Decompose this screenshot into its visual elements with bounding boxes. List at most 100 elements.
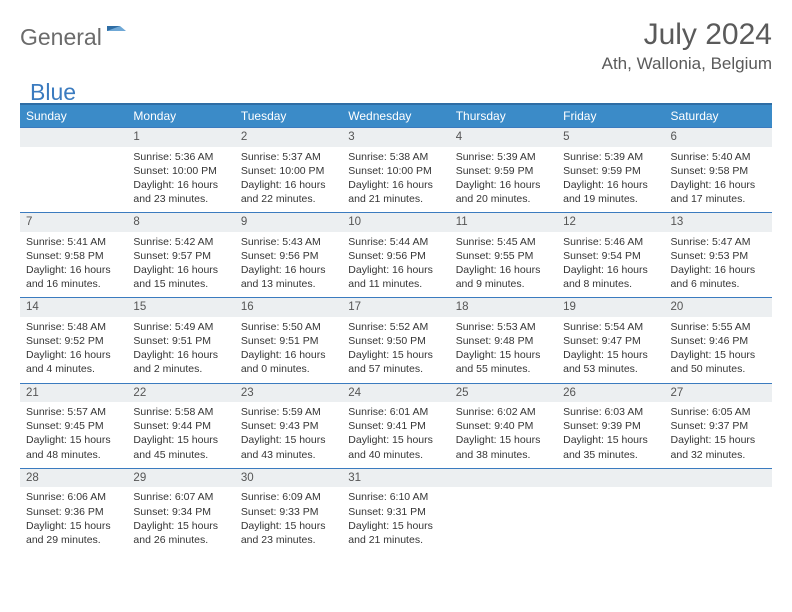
day-number-cell: 25 xyxy=(450,383,557,402)
day-number-cell: 8 xyxy=(127,213,234,232)
day-info-line: Sunset: 9:58 PM xyxy=(671,164,766,178)
day-info-line: Sunrise: 5:40 AM xyxy=(671,150,766,164)
day-info-line: Sunrise: 6:01 AM xyxy=(348,405,443,419)
day-info-line: Daylight: 15 hours and 40 minutes. xyxy=(348,433,443,461)
day-info-line: Sunrise: 5:45 AM xyxy=(456,235,551,249)
day-info-line: Sunset: 9:41 PM xyxy=(348,419,443,433)
weekday-header: Monday xyxy=(127,104,234,128)
day-info-line: Sunrise: 6:03 AM xyxy=(563,405,658,419)
weekday-header-row: Sunday Monday Tuesday Wednesday Thursday… xyxy=(20,104,772,128)
day-info-line: Daylight: 15 hours and 21 minutes. xyxy=(348,519,443,547)
day-info-line: Daylight: 15 hours and 35 minutes. xyxy=(563,433,658,461)
day-number-cell: 6 xyxy=(665,128,772,147)
title-block: July 2024 Ath, Wallonia, Belgium xyxy=(602,18,772,74)
day-number-cell: 4 xyxy=(450,128,557,147)
day-info-line: Daylight: 16 hours and 16 minutes. xyxy=(26,263,121,291)
calendar-body: 123456Sunrise: 5:36 AMSunset: 10:00 PMDa… xyxy=(20,128,772,554)
day-number-cell: 27 xyxy=(665,383,772,402)
day-info-line: Daylight: 16 hours and 17 minutes. xyxy=(671,178,766,206)
day-cell: Sunrise: 5:41 AMSunset: 9:58 PMDaylight:… xyxy=(20,232,127,298)
month-title: July 2024 xyxy=(602,18,772,52)
day-info-line: Sunrise: 5:43 AM xyxy=(241,235,336,249)
weekday-header: Sunday xyxy=(20,104,127,128)
day-info-line: Daylight: 16 hours and 9 minutes. xyxy=(456,263,551,291)
day-info-line: Sunset: 9:43 PM xyxy=(241,419,336,433)
day-info-line: Daylight: 16 hours and 23 minutes. xyxy=(133,178,228,206)
day-cell: Sunrise: 5:53 AMSunset: 9:48 PMDaylight:… xyxy=(450,317,557,383)
day-number-cell: 28 xyxy=(20,468,127,487)
day-info-line: Sunrise: 6:02 AM xyxy=(456,405,551,419)
day-number-cell: 13 xyxy=(665,213,772,232)
day-number-cell: 9 xyxy=(235,213,342,232)
day-cell: Sunrise: 6:03 AMSunset: 9:39 PMDaylight:… xyxy=(557,402,664,468)
day-info-line: Daylight: 16 hours and 22 minutes. xyxy=(241,178,336,206)
day-info-line: Sunset: 9:33 PM xyxy=(241,505,336,519)
day-info-line: Daylight: 16 hours and 15 minutes. xyxy=(133,263,228,291)
day-info-line: Sunset: 9:59 PM xyxy=(456,164,551,178)
day-content-row: Sunrise: 5:48 AMSunset: 9:52 PMDaylight:… xyxy=(20,317,772,383)
calendar-table: Sunday Monday Tuesday Wednesday Thursday… xyxy=(20,103,772,553)
day-info-line: Sunrise: 5:49 AM xyxy=(133,320,228,334)
day-info-line: Daylight: 15 hours and 32 minutes. xyxy=(671,433,766,461)
day-cell: Sunrise: 6:06 AMSunset: 9:36 PMDaylight:… xyxy=(20,487,127,553)
day-cell: Sunrise: 5:39 AMSunset: 9:59 PMDaylight:… xyxy=(450,147,557,213)
day-number-row: 78910111213 xyxy=(20,213,772,232)
day-info-line: Sunrise: 5:47 AM xyxy=(671,235,766,249)
day-info-line: Daylight: 16 hours and 4 minutes. xyxy=(26,348,121,376)
day-info-line: Sunrise: 6:05 AM xyxy=(671,405,766,419)
day-number-cell: 20 xyxy=(665,298,772,317)
day-info-line: Sunrise: 5:38 AM xyxy=(348,150,443,164)
day-info-line: Sunrise: 5:42 AM xyxy=(133,235,228,249)
day-info-line: Sunset: 10:00 PM xyxy=(348,164,443,178)
day-number-cell: 21 xyxy=(20,383,127,402)
day-info-line: Sunrise: 5:39 AM xyxy=(456,150,551,164)
day-cell: Sunrise: 5:54 AMSunset: 9:47 PMDaylight:… xyxy=(557,317,664,383)
logo: General xyxy=(20,18,130,51)
day-number-cell: 14 xyxy=(20,298,127,317)
day-info-line: Daylight: 16 hours and 8 minutes. xyxy=(563,263,658,291)
day-number-cell xyxy=(450,468,557,487)
day-info-line: Sunrise: 5:59 AM xyxy=(241,405,336,419)
day-info-line: Daylight: 15 hours and 26 minutes. xyxy=(133,519,228,547)
weekday-header: Wednesday xyxy=(342,104,449,128)
day-number-cell: 17 xyxy=(342,298,449,317)
day-number-row: 14151617181920 xyxy=(20,298,772,317)
day-number-cell: 3 xyxy=(342,128,449,147)
day-cell xyxy=(665,487,772,553)
day-cell xyxy=(450,487,557,553)
day-number-cell xyxy=(665,468,772,487)
day-info-line: Sunset: 10:00 PM xyxy=(241,164,336,178)
day-cell: Sunrise: 6:05 AMSunset: 9:37 PMDaylight:… xyxy=(665,402,772,468)
day-content-row: Sunrise: 6:06 AMSunset: 9:36 PMDaylight:… xyxy=(20,487,772,553)
day-info-line: Daylight: 16 hours and 6 minutes. xyxy=(671,263,766,291)
day-info-line: Daylight: 15 hours and 23 minutes. xyxy=(241,519,336,547)
day-number-cell: 30 xyxy=(235,468,342,487)
day-info-line: Sunset: 9:51 PM xyxy=(133,334,228,348)
day-info-line: Daylight: 16 hours and 21 minutes. xyxy=(348,178,443,206)
day-info-line: Sunset: 9:56 PM xyxy=(348,249,443,263)
day-info-line: Sunrise: 5:48 AM xyxy=(26,320,121,334)
weekday-header: Friday xyxy=(557,104,664,128)
day-cell: Sunrise: 5:36 AMSunset: 10:00 PMDaylight… xyxy=(127,147,234,213)
day-info-line: Sunset: 9:40 PM xyxy=(456,419,551,433)
day-info-line: Sunrise: 6:07 AM xyxy=(133,490,228,504)
logo-text-blue: Blue xyxy=(30,79,76,105)
day-info-line: Daylight: 15 hours and 57 minutes. xyxy=(348,348,443,376)
day-info-line: Sunset: 9:54 PM xyxy=(563,249,658,263)
day-info-line: Daylight: 15 hours and 29 minutes. xyxy=(26,519,121,547)
weekday-header: Saturday xyxy=(665,104,772,128)
day-cell: Sunrise: 5:43 AMSunset: 9:56 PMDaylight:… xyxy=(235,232,342,298)
day-number-cell: 19 xyxy=(557,298,664,317)
day-number-cell: 16 xyxy=(235,298,342,317)
day-info-line: Sunset: 9:47 PM xyxy=(563,334,658,348)
day-info-line: Sunset: 9:58 PM xyxy=(26,249,121,263)
day-info-line: Sunrise: 5:36 AM xyxy=(133,150,228,164)
day-number-cell: 29 xyxy=(127,468,234,487)
day-number-cell: 24 xyxy=(342,383,449,402)
day-info-line: Sunrise: 5:55 AM xyxy=(671,320,766,334)
day-cell: Sunrise: 6:10 AMSunset: 9:31 PMDaylight:… xyxy=(342,487,449,553)
day-cell: Sunrise: 5:45 AMSunset: 9:55 PMDaylight:… xyxy=(450,232,557,298)
day-number-cell: 10 xyxy=(342,213,449,232)
day-info-line: Sunrise: 5:46 AM xyxy=(563,235,658,249)
day-info-line: Sunset: 9:57 PM xyxy=(133,249,228,263)
